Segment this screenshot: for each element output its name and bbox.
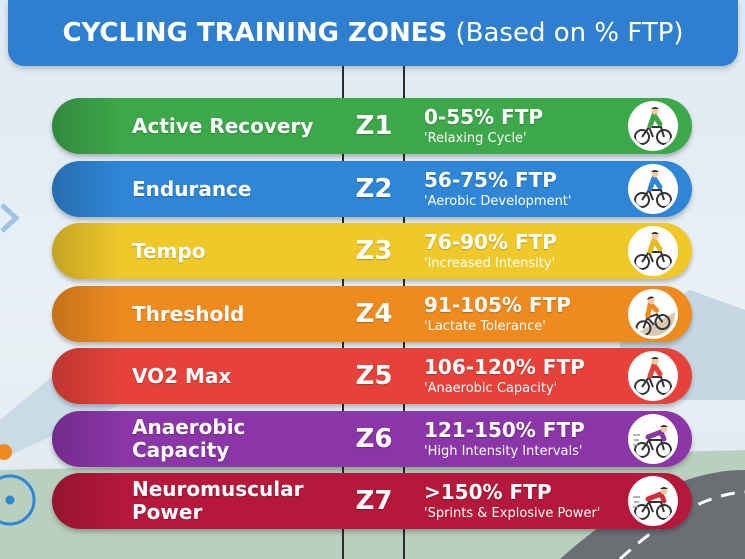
zone-row-z6: Anaerobic Capacity Z6 121-150% FTP 'High In… [52,411,692,467]
row-shade [52,348,122,404]
zone-description: 'High Intensity Intervals' [424,444,583,459]
zone-ftp-range: 106-120% FTP [424,355,585,379]
cyclist-icon [628,164,678,214]
zone-name: Threshold [132,301,245,326]
zone-name: Neuromuscular Power [132,477,304,524]
sprinting-cyclist-icon [628,476,678,526]
row-shade [52,411,122,467]
cyclist-icon [628,226,678,276]
cyclist-icon [628,351,678,401]
row-shade [52,473,122,529]
zone-code: Z3 [355,236,393,266]
zone-code: Z1 [355,111,393,141]
zone-name: Endurance [132,176,252,201]
zone-name: Anaerobic Capacity [132,415,246,462]
title-subtitle: (Based on % FTP) [447,18,684,48]
zone-code: Z4 [355,299,393,329]
zone-name: VO2 Max [132,363,232,388]
zone-code: Z2 [355,174,393,204]
partial-bicycle-icon [0,474,36,526]
zone-row-z4: Threshold Z4 91-105% FTP 'Lactate Tolerance… [52,286,692,342]
zone-ftp-range: >150% FTP [424,480,552,504]
zone-row-z5: VO2 Max Z5 106-120% FTP 'Anaerobic Capacity… [52,348,692,404]
zone-description: 'Anaerobic Capacity' [424,381,558,396]
zone-row-z7: Neuromuscular Power Z7 >150% FTP 'Sprints &… [52,473,692,529]
zone-ftp-range: 56-75% FTP [424,168,557,192]
title-banner: CYCLING TRAINING ZONES (Based on % FTP) [8,0,738,66]
zone-ftp-range: 76-90% FTP [424,230,557,254]
zone-description: 'Lactate Tolerance' [424,319,546,334]
zone-ftp-range: 0-55% FTP [424,105,544,129]
zone-code: Z6 [355,424,393,454]
zone-description: 'Increased Intensity' [424,256,556,271]
zone-description: 'Sprints & Explosive Power' [424,506,601,521]
zone-description: 'Aerobic Development' [424,194,572,209]
zone-name: Tempo [132,238,206,263]
row-shade [52,286,122,342]
zone-description: 'Relaxing Cycle' [424,131,527,146]
climbing-cyclist-icon [628,289,678,339]
row-shade [52,223,122,279]
zone-row-z3: Tempo Z3 76-90% FTP 'Increased Intensity' [52,223,692,279]
zone-row-z1: Active Recovery Z1 0-55% FTP 'Relaxing Cycl… [52,98,692,154]
row-shade [52,161,122,217]
zone-ftp-range: 91-105% FTP [424,293,571,317]
page-title: CYCLING TRAINING ZONES (Based on % FTP) [62,18,683,48]
sprinting-cyclist-icon [628,414,678,464]
zone-row-z2: Endurance Z2 56-75% FTP 'Aerobic Developmen… [52,161,692,217]
row-shade [52,98,122,154]
zone-ftp-range: 121-150% FTP [424,418,585,442]
zone-name: Active Recovery [132,113,314,138]
title-main: CYCLING TRAINING ZONES [62,18,448,48]
zone-code: Z7 [355,486,393,516]
zone-code: Z5 [355,361,393,391]
cyclist-icon [628,101,678,151]
